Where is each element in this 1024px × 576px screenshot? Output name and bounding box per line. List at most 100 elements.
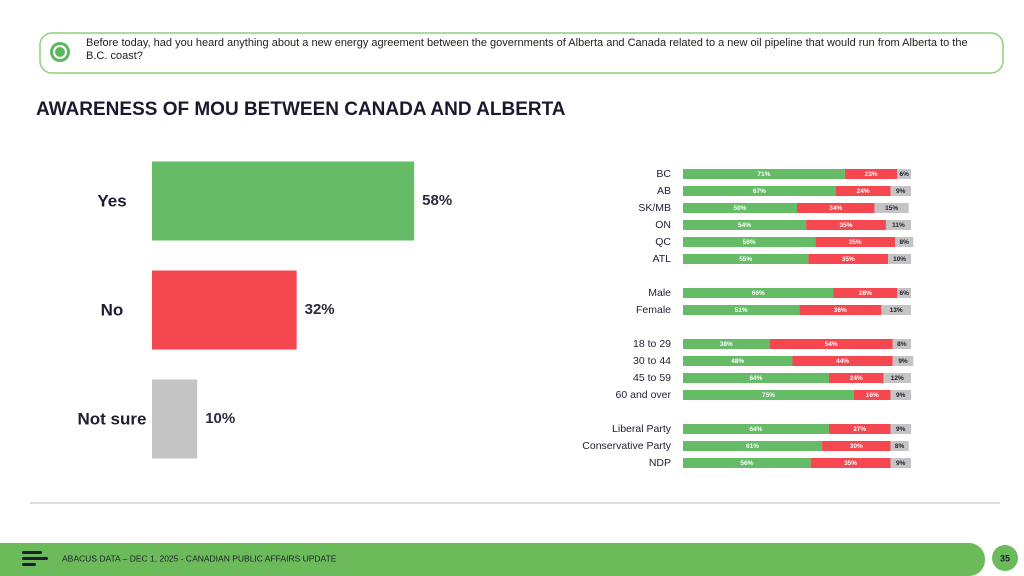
value-label: 58%: [743, 239, 756, 246]
bar-segment: [854, 390, 891, 400]
category-label: Female: [636, 304, 671, 316]
bar-segment: [895, 237, 914, 247]
value-label: 64%: [749, 375, 762, 382]
value-label: 38%: [720, 341, 733, 348]
value-label: 35%: [840, 222, 853, 229]
bar-segment: [792, 356, 893, 366]
bar-segment: [835, 186, 891, 196]
category-label: QC: [655, 236, 671, 248]
category-label: ATL: [653, 253, 672, 265]
value-label: 34%: [829, 205, 842, 212]
bar-segment: [683, 220, 807, 230]
bar-segment: [890, 186, 911, 196]
category-label: 18 to 29: [633, 338, 671, 350]
footer-text: ABACUS DATA – DEC 1, 2025 - CANADIAN PUB…: [62, 553, 337, 563]
value-label: 10%: [205, 410, 235, 427]
bar-segment: [890, 424, 911, 434]
logo: [22, 551, 48, 566]
category-label: 60 and over: [616, 389, 672, 401]
bar-segment: [897, 169, 911, 179]
bar: [152, 161, 415, 241]
bar-segment: [885, 220, 911, 230]
value-label: 64%: [749, 426, 762, 433]
bar-segment: [683, 441, 823, 451]
bar-segment: [799, 305, 882, 315]
category-label: Liberal Party: [612, 423, 672, 435]
bar-segment: [890, 458, 911, 468]
bar-segment: [890, 441, 909, 451]
value-label: 24%: [857, 188, 870, 195]
value-label: 48%: [731, 358, 744, 365]
value-label: 28%: [859, 290, 872, 297]
bar-segment: [874, 203, 909, 213]
bar-segment: [683, 305, 800, 315]
bar-segment: [892, 356, 914, 366]
bar-segment: [892, 339, 911, 349]
bar-segment: [897, 288, 911, 298]
value-label: 66%: [752, 290, 765, 297]
bar-segment: [683, 356, 793, 366]
category-label: Male: [648, 287, 671, 299]
value-label: 55%: [739, 256, 752, 263]
question-text: Before today, had you heard anything abo…: [86, 37, 968, 62]
value-label: 35%: [842, 256, 855, 263]
logo-line: [22, 551, 42, 554]
value-label: 10%: [893, 256, 906, 263]
value-label: 23%: [865, 171, 878, 178]
category-label: Conservative Party: [582, 440, 671, 452]
bar-segment: [683, 390, 854, 400]
category-label: BC: [656, 168, 671, 180]
value-label: 8%: [895, 443, 905, 450]
value-label: 61%: [746, 443, 759, 450]
bar-segment: [888, 254, 911, 264]
question-icon-ring: [53, 45, 67, 59]
bar-segment: [815, 237, 896, 247]
bar-segment: [683, 237, 816, 247]
value-label: 27%: [853, 426, 866, 433]
category-label: 45 to 59: [633, 372, 671, 384]
bar-segment: [890, 390, 911, 400]
value-label: 30%: [850, 443, 863, 450]
logo-line: [22, 563, 36, 566]
value-label: 54%: [738, 222, 751, 229]
value-label: 12%: [891, 375, 904, 382]
bar-segment: [822, 441, 891, 451]
value-label: 8%: [897, 341, 907, 348]
bar-segment: [828, 424, 891, 434]
bar-segment: [683, 424, 829, 434]
value-label: 9%: [896, 392, 906, 399]
bar-segment: [808, 254, 889, 264]
value-label: 9%: [898, 358, 908, 365]
page-number: 35: [1000, 553, 1010, 563]
value-label: 6%: [899, 290, 909, 297]
value-label: 8%: [899, 239, 909, 246]
category-label: SK/MB: [638, 202, 671, 214]
logo-line: [22, 557, 48, 560]
bar-segment: [683, 339, 770, 349]
chart-title: AWARENESS OF MOU BETWEEN CANADA AND ALBE…: [36, 99, 566, 120]
category-label: 30 to 44: [633, 355, 671, 367]
value-label: 35%: [844, 460, 857, 467]
bar-segment: [683, 203, 797, 213]
question-box: [39, 32, 1004, 74]
category-label: Not sure: [77, 409, 147, 429]
bar-segment: [683, 373, 829, 383]
bar-segment: [683, 169, 845, 179]
value-label: 24%: [850, 375, 863, 382]
value-label: 54%: [825, 341, 838, 348]
value-label: 9%: [896, 460, 906, 467]
bar-segment: [881, 305, 911, 315]
page-badge: [992, 545, 1018, 571]
category-label: NDP: [649, 457, 671, 469]
category-label: AB: [657, 185, 671, 197]
value-label: 9%: [896, 426, 906, 433]
value-label: 71%: [757, 171, 770, 178]
bar-segment: [883, 373, 911, 383]
value-label: 16%: [866, 392, 879, 399]
value-label: 36%: [834, 307, 847, 314]
bar-segment: [797, 203, 875, 213]
category-label: Yes: [97, 191, 127, 211]
value-label: 44%: [836, 358, 849, 365]
value-label: 15%: [885, 205, 898, 212]
